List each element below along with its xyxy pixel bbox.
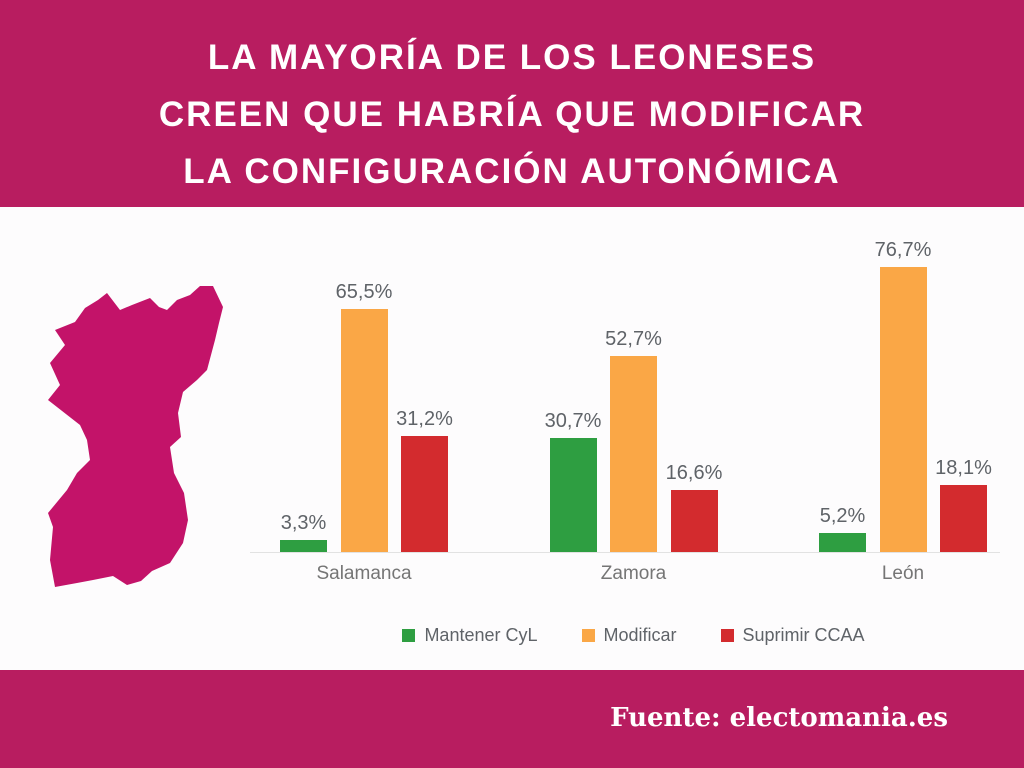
bar-rect <box>340 309 388 552</box>
bar-suprimir-ccaa-salamanca: 31,2% <box>396 408 453 552</box>
bar-rect <box>940 485 987 552</box>
bar-mantener-cyl-salamanca: 3,3% <box>280 512 327 552</box>
bar-value-label: 5,2% <box>819 505 866 527</box>
bar-group-león: 5,2% 76,7% 18,1% <box>819 207 992 552</box>
x-axis-labels: Salamanca Zamora León <box>280 563 987 585</box>
header-band: LA MAYORÍA DE LOS LEONESES CREEN QUE HAB… <box>0 0 1024 207</box>
bar-modificar-león: 76,7% <box>875 239 931 552</box>
region-leonesa-map <box>48 286 223 587</box>
bar-rect <box>280 540 327 552</box>
bar-value-label: 65,5% <box>335 281 393 303</box>
source-credit: Fuente: electomania.es <box>610 703 948 733</box>
bar-value-label: 30,7% <box>544 410 602 432</box>
category-label-león: León <box>881 563 925 584</box>
bar-rect <box>549 438 597 552</box>
legend-swatch-icon <box>720 629 734 642</box>
bar-mantener-cyl-zamora: 30,7% <box>545 410 601 552</box>
legend-swatch-icon <box>402 629 416 642</box>
category-label-zamora: Zamora <box>600 563 667 584</box>
chart-area: 3,3% 65,5% 31,2% 30,7% 52,7% 16,6% 5,2% 76,7% 18… <box>0 207 1024 670</box>
bar-value-label: 76,7% <box>874 239 932 261</box>
bar-group-salamanca: 3,3% 65,5% 31,2% <box>280 207 453 552</box>
bar-value-label: 16,6% <box>665 462 723 484</box>
footer-band: Fuente: electomania.es <box>0 670 1024 768</box>
x-axis-line <box>250 552 1000 553</box>
bar-value-label: 31,2% <box>396 408 453 430</box>
legend-label: Mantener CyL <box>424 625 538 645</box>
bar-rect <box>401 436 448 552</box>
bar-chart: 3,3% 65,5% 31,2% 30,7% 52,7% 16,6% 5,2% 76,7% 18… <box>280 207 992 552</box>
bar-value-label: 3,3% <box>280 512 327 534</box>
bar-rect <box>879 267 927 552</box>
bar-suprimir-ccaa-león: 18,1% <box>935 457 992 552</box>
legend-swatch-icon <box>581 629 595 642</box>
bar-value-label: 52,7% <box>605 328 662 350</box>
bar-suprimir-ccaa-zamora: 16,6% <box>666 462 722 552</box>
legend-item-mantener-cyl: Mantener CyL <box>402 625 538 646</box>
title-line-1: LA MAYORÍA DE LOS LEONESES <box>207 38 817 77</box>
bar-value-label: 18,1% <box>935 457 992 479</box>
region-leonesa-map-shape <box>48 286 223 587</box>
legend-item-modificar: Modificar <box>581 625 677 646</box>
bar-rect <box>819 533 866 552</box>
bar-group-zamora: 30,7% 52,7% 16,6% <box>545 207 722 552</box>
bar-modificar-zamora: 52,7% <box>605 328 662 552</box>
bar-rect <box>610 356 657 552</box>
title-line-2: CREEN QUE HABRÍA QUE MODIFICAR <box>158 95 866 134</box>
title-line-3: LA CONFIGURACIÓN AUTONÓMICA <box>183 152 841 191</box>
legend-item-suprimir-ccaa: Suprimir CCAA <box>720 625 865 646</box>
page-title: LA MAYORÍA DE LOS LEONESES CREEN QUE HAB… <box>0 0 1024 200</box>
legend-label: Suprimir CCAA <box>742 625 865 645</box>
bar-rect <box>670 490 718 552</box>
bar-mantener-cyl-león: 5,2% <box>819 505 866 552</box>
chart-legend: Mantener CyL Modificar Suprimir CCAA <box>280 625 987 646</box>
bar-modificar-salamanca: 65,5% <box>336 281 392 552</box>
category-label-salamanca: Salamanca <box>316 563 412 584</box>
legend-label: Modificar <box>603 625 677 645</box>
